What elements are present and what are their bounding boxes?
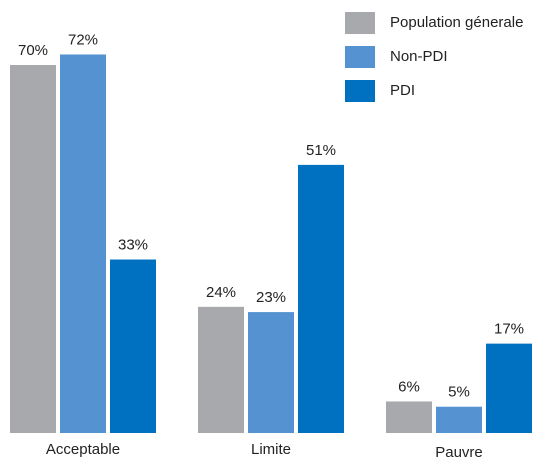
value-label: 24%	[206, 284, 236, 301]
value-label: 17%	[494, 321, 524, 338]
bar	[386, 401, 432, 433]
legend-swatch	[345, 12, 375, 34]
bar	[110, 259, 156, 433]
legend-swatch	[345, 80, 375, 102]
value-label: 72%	[68, 31, 98, 48]
bar	[60, 54, 106, 433]
bar	[486, 343, 532, 433]
value-label: 33%	[118, 236, 148, 253]
value-label: 23%	[256, 289, 286, 306]
bar	[436, 406, 482, 433]
value-label: 5%	[448, 384, 470, 401]
bar	[298, 164, 344, 433]
legend-label: PDI	[390, 82, 415, 99]
value-label: 6%	[398, 378, 420, 395]
value-label: 51%	[306, 142, 336, 159]
bar	[10, 65, 56, 433]
x-tick-label: Acceptable	[46, 441, 120, 458]
x-tick-label: Pauvre	[435, 444, 483, 459]
x-tick-label: Limite	[251, 441, 291, 458]
bar	[198, 306, 244, 433]
value-label: 70%	[18, 42, 48, 59]
legend-label: Non-PDI	[390, 48, 448, 65]
legend-label: Population génerale	[390, 14, 523, 31]
legend-swatch	[345, 46, 375, 68]
bar	[248, 312, 294, 433]
